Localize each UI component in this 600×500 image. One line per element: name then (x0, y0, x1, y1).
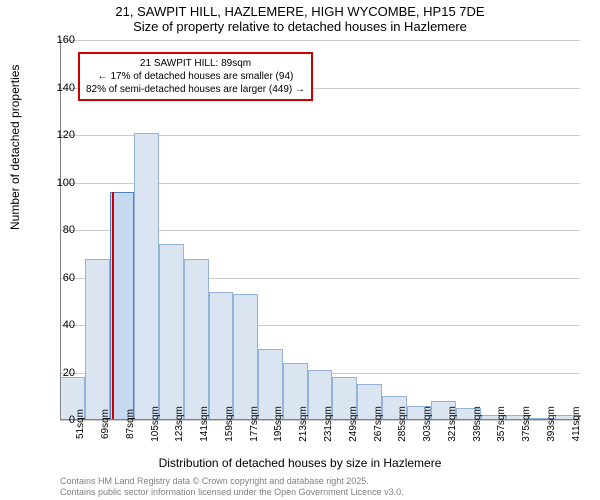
footer-attribution: Contains HM Land Registry data © Crown c… (60, 476, 404, 498)
x-tick-label: 375sqm (521, 406, 532, 442)
x-tick-label: 411sqm (571, 407, 582, 442)
x-tick-label: 87sqm (125, 409, 136, 439)
histogram-bar (159, 244, 184, 420)
annotation-line2: ← 17% of detached houses are smaller (94… (86, 70, 305, 83)
y-tick-label: 100 (57, 177, 75, 189)
footer-line2: Contains public sector information licen… (60, 487, 404, 498)
annotation-line3: 82% of semi-detached houses are larger (… (86, 83, 305, 96)
x-tick-label: 123sqm (174, 406, 185, 442)
y-axis-line (60, 40, 61, 420)
y-tick-label: 80 (63, 224, 75, 236)
x-tick-label: 51sqm (75, 409, 86, 439)
histogram-bar (85, 259, 110, 421)
x-tick-label: 357sqm (496, 406, 507, 442)
x-tick-label: 267sqm (373, 406, 384, 442)
x-tick-label: 231sqm (323, 406, 334, 442)
marker-line (112, 192, 114, 420)
x-tick-label: 393sqm (546, 406, 557, 442)
x-tick-label: 159sqm (224, 406, 235, 442)
y-axis-label: Number of detached properties (8, 65, 22, 230)
y-tick-label: 140 (57, 82, 75, 94)
x-tick-label: 339sqm (472, 406, 483, 442)
y-tick-label: 160 (57, 34, 75, 46)
histogram-bar (134, 133, 159, 420)
x-tick-label: 321sqm (447, 406, 458, 442)
y-tick-label: 0 (69, 414, 75, 426)
gridline (60, 40, 580, 41)
annotation-callout: 21 SAWPIT HILL: 89sqm ← 17% of detached … (78, 52, 313, 101)
x-tick-label: 69sqm (100, 409, 111, 439)
y-tick-label: 40 (63, 319, 75, 331)
chart-plot-area: 51sqm69sqm87sqm105sqm123sqm141sqm159sqm1… (60, 40, 580, 420)
y-tick-label: 120 (57, 129, 75, 141)
chart-title-line2: Size of property relative to detached ho… (0, 19, 600, 34)
x-tick-label: 249sqm (348, 406, 359, 442)
x-tick-label: 177sqm (249, 406, 260, 442)
annotation-line1: 21 SAWPIT HILL: 89sqm (86, 57, 305, 70)
x-tick-label: 195sqm (273, 406, 284, 442)
x-axis-label: Distribution of detached houses by size … (0, 456, 600, 470)
y-tick-label: 60 (63, 272, 75, 284)
footer-line1: Contains HM Land Registry data © Crown c… (60, 476, 404, 487)
histogram-bar (233, 294, 258, 420)
x-tick-label: 105sqm (150, 406, 161, 442)
histogram-bar (184, 259, 209, 421)
y-tick-label: 20 (63, 367, 75, 379)
x-tick-label: 213sqm (298, 406, 309, 442)
histogram-bar (209, 292, 234, 420)
chart-title-line1: 21, SAWPIT HILL, HAZLEMERE, HIGH WYCOMBE… (0, 4, 600, 19)
x-tick-label: 141sqm (199, 406, 210, 442)
x-tick-label: 285sqm (397, 406, 408, 442)
x-tick-label: 303sqm (422, 406, 433, 442)
